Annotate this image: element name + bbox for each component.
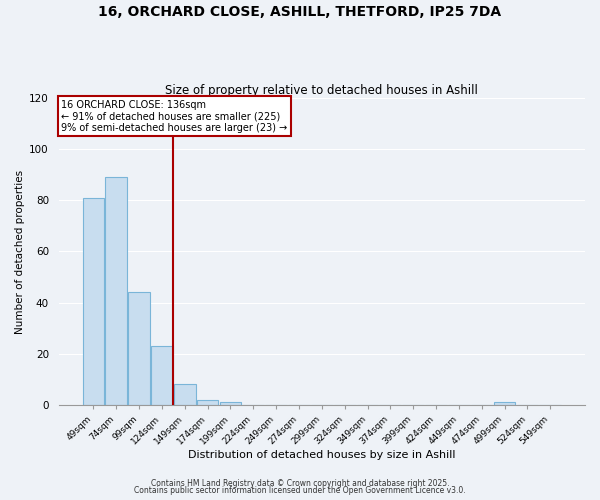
Y-axis label: Number of detached properties: Number of detached properties	[15, 170, 25, 334]
Bar	[220, 402, 241, 404]
Bar	[83, 198, 104, 404]
Bar	[128, 292, 150, 405]
Bar	[151, 346, 173, 405]
X-axis label: Distribution of detached houses by size in Ashill: Distribution of detached houses by size …	[188, 450, 455, 460]
Bar	[197, 400, 218, 404]
Bar	[494, 402, 515, 404]
Text: 16, ORCHARD CLOSE, ASHILL, THETFORD, IP25 7DA: 16, ORCHARD CLOSE, ASHILL, THETFORD, IP2…	[98, 5, 502, 19]
Text: 16 ORCHARD CLOSE: 136sqm
← 91% of detached houses are smaller (225)
9% of semi-d: 16 ORCHARD CLOSE: 136sqm ← 91% of detach…	[61, 100, 287, 133]
Title: Size of property relative to detached houses in Ashill: Size of property relative to detached ho…	[166, 84, 478, 97]
Text: Contains HM Land Registry data © Crown copyright and database right 2025.: Contains HM Land Registry data © Crown c…	[151, 478, 449, 488]
Text: Contains public sector information licensed under the Open Government Licence v3: Contains public sector information licen…	[134, 486, 466, 495]
Bar	[106, 178, 127, 404]
Bar	[174, 384, 196, 404]
